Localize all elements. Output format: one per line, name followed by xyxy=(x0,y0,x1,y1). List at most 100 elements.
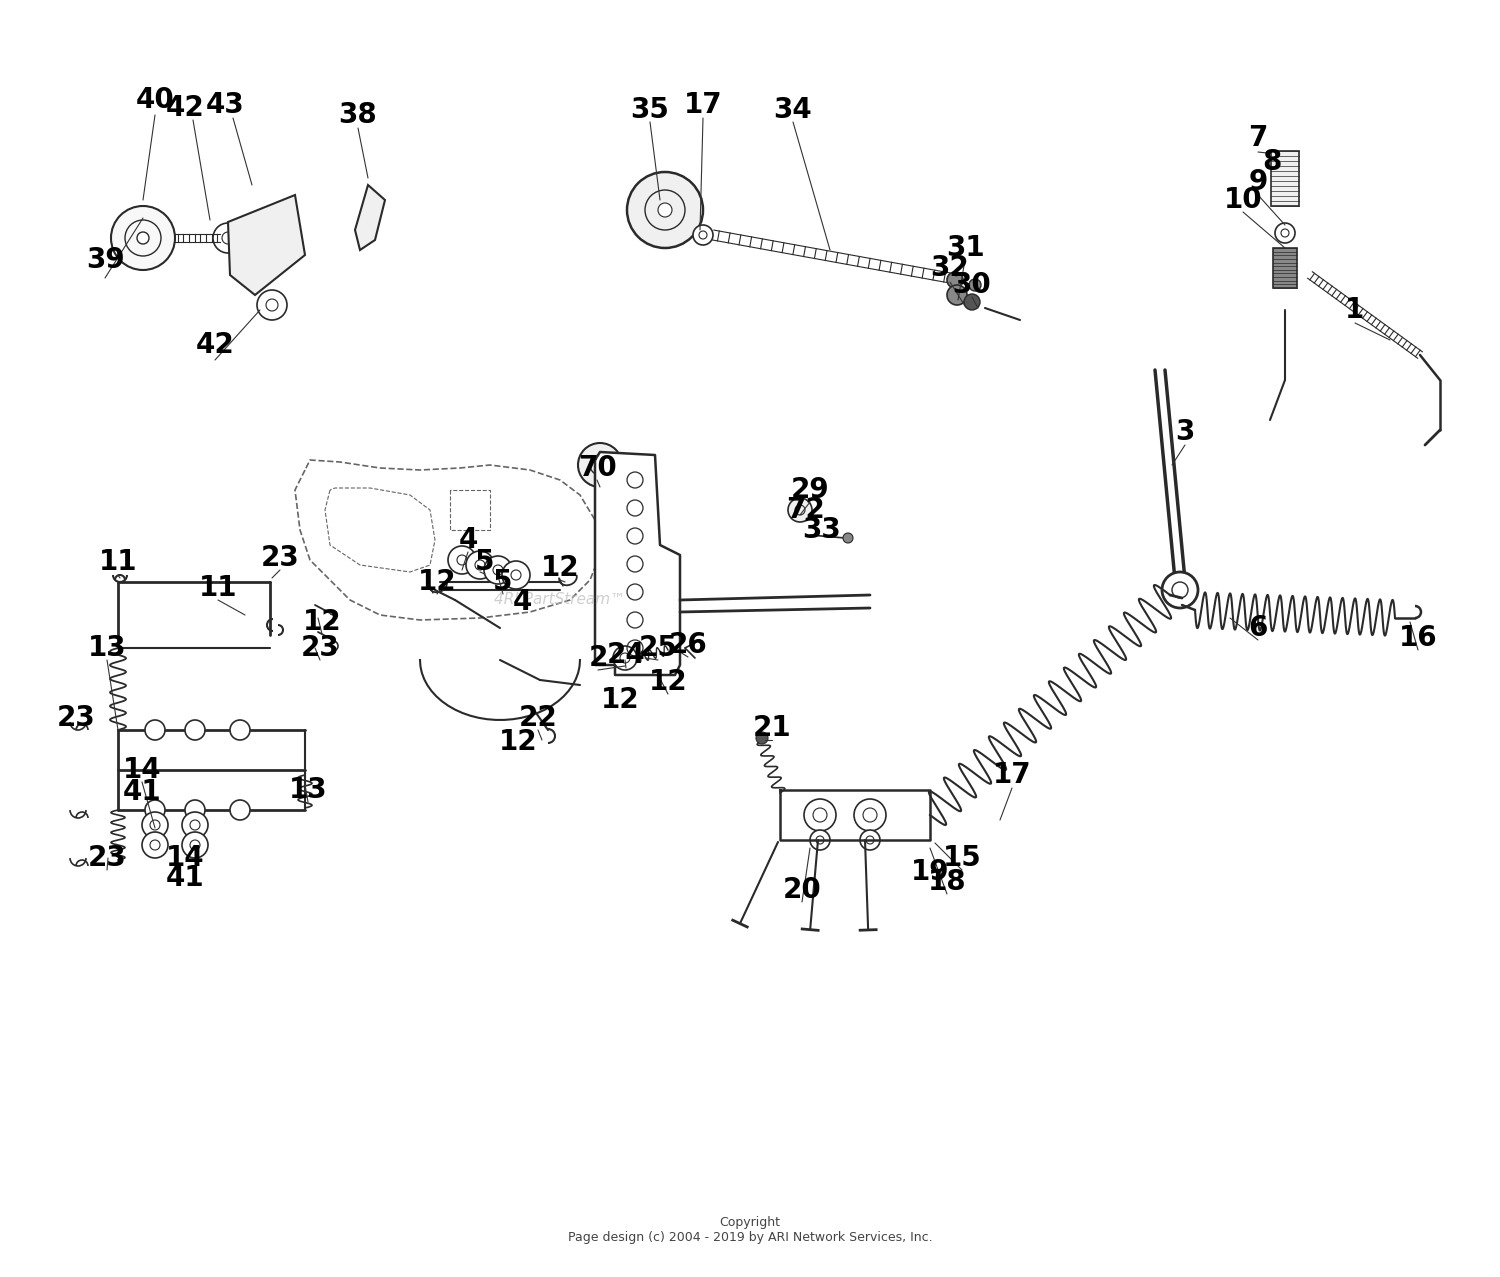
Text: 12: 12 xyxy=(600,686,639,714)
Circle shape xyxy=(484,555,512,584)
Text: 11: 11 xyxy=(99,548,138,576)
Circle shape xyxy=(596,461,604,469)
Text: 4: 4 xyxy=(459,526,477,554)
Text: 29: 29 xyxy=(790,476,830,504)
Text: 32: 32 xyxy=(930,254,969,282)
Text: 4RI PartStream™: 4RI PartStream™ xyxy=(495,593,626,608)
Text: 24: 24 xyxy=(606,641,645,669)
Circle shape xyxy=(578,443,622,487)
Circle shape xyxy=(946,272,963,289)
Text: 26: 26 xyxy=(669,631,708,659)
Circle shape xyxy=(146,799,165,820)
Text: 12: 12 xyxy=(648,668,687,696)
Text: 40: 40 xyxy=(135,86,174,114)
Text: 4: 4 xyxy=(513,587,531,616)
Text: 38: 38 xyxy=(339,101,378,129)
Circle shape xyxy=(182,833,209,858)
Circle shape xyxy=(230,799,251,820)
Polygon shape xyxy=(596,452,680,676)
Text: 14: 14 xyxy=(165,844,204,872)
Polygon shape xyxy=(356,185,386,250)
Text: 12: 12 xyxy=(303,608,342,636)
Text: 18: 18 xyxy=(927,868,966,896)
Text: 23: 23 xyxy=(300,633,339,661)
Text: 23: 23 xyxy=(261,544,300,572)
Text: 70: 70 xyxy=(578,455,616,481)
Circle shape xyxy=(466,550,494,578)
Text: 1: 1 xyxy=(1346,296,1365,324)
Text: 7: 7 xyxy=(1248,124,1268,152)
Text: 23: 23 xyxy=(87,844,126,872)
Circle shape xyxy=(843,533,854,543)
Text: 21: 21 xyxy=(753,714,792,742)
Text: 2: 2 xyxy=(588,644,608,672)
Polygon shape xyxy=(780,790,930,840)
Circle shape xyxy=(859,830,880,850)
Circle shape xyxy=(853,799,886,831)
Text: 42: 42 xyxy=(165,94,204,123)
Circle shape xyxy=(184,720,206,739)
Circle shape xyxy=(230,720,251,739)
Text: 31: 31 xyxy=(945,234,984,262)
Circle shape xyxy=(627,172,704,248)
Circle shape xyxy=(1275,223,1294,243)
Text: 6: 6 xyxy=(1248,614,1268,642)
Text: 9: 9 xyxy=(1248,169,1268,195)
Circle shape xyxy=(184,799,206,820)
Text: 33: 33 xyxy=(802,516,842,544)
Text: 41: 41 xyxy=(165,865,204,893)
Text: 72: 72 xyxy=(786,495,825,524)
Text: 10: 10 xyxy=(1224,186,1263,215)
Circle shape xyxy=(946,285,968,305)
Circle shape xyxy=(111,206,176,269)
Text: 11: 11 xyxy=(198,573,237,601)
Circle shape xyxy=(804,799,836,831)
Text: Copyright
Page design (c) 2004 - 2019 by ARI Network Services, Inc.: Copyright Page design (c) 2004 - 2019 by… xyxy=(567,1216,933,1244)
Bar xyxy=(1270,151,1299,206)
Text: 42: 42 xyxy=(195,331,234,359)
Circle shape xyxy=(1162,572,1198,608)
Circle shape xyxy=(146,720,165,739)
Polygon shape xyxy=(228,195,304,295)
Circle shape xyxy=(142,812,168,838)
Text: 41: 41 xyxy=(123,778,162,806)
Text: 5: 5 xyxy=(476,548,495,576)
Circle shape xyxy=(756,732,768,744)
Circle shape xyxy=(964,294,980,310)
Text: 13: 13 xyxy=(87,633,126,661)
Text: 8: 8 xyxy=(1263,148,1281,176)
Text: 34: 34 xyxy=(774,96,813,124)
Text: 23: 23 xyxy=(57,704,96,732)
Text: 25: 25 xyxy=(639,633,678,661)
Text: 43: 43 xyxy=(206,91,245,119)
Text: 12: 12 xyxy=(417,568,456,596)
Circle shape xyxy=(448,547,476,573)
Text: 22: 22 xyxy=(519,704,558,732)
Circle shape xyxy=(503,561,530,589)
Text: 17: 17 xyxy=(684,91,723,119)
Circle shape xyxy=(142,833,168,858)
Text: 3: 3 xyxy=(1176,418,1194,446)
Circle shape xyxy=(969,278,981,291)
Bar xyxy=(1274,248,1298,289)
Text: 19: 19 xyxy=(910,858,950,886)
Circle shape xyxy=(788,498,812,522)
Text: 30: 30 xyxy=(952,271,992,299)
Text: 39: 39 xyxy=(86,246,124,275)
Text: 13: 13 xyxy=(288,776,327,805)
Text: 35: 35 xyxy=(630,96,669,124)
Circle shape xyxy=(182,812,209,838)
Circle shape xyxy=(136,232,148,244)
Circle shape xyxy=(810,830,830,850)
Text: 17: 17 xyxy=(993,761,1032,789)
Text: 16: 16 xyxy=(1398,624,1437,653)
Text: 12: 12 xyxy=(498,728,537,756)
Circle shape xyxy=(693,225,712,245)
Text: 5: 5 xyxy=(494,568,513,596)
Text: 20: 20 xyxy=(783,876,822,904)
Circle shape xyxy=(614,646,638,670)
Text: 12: 12 xyxy=(540,554,579,582)
Circle shape xyxy=(658,203,672,217)
Text: 15: 15 xyxy=(942,844,981,872)
Text: 14: 14 xyxy=(123,756,162,784)
